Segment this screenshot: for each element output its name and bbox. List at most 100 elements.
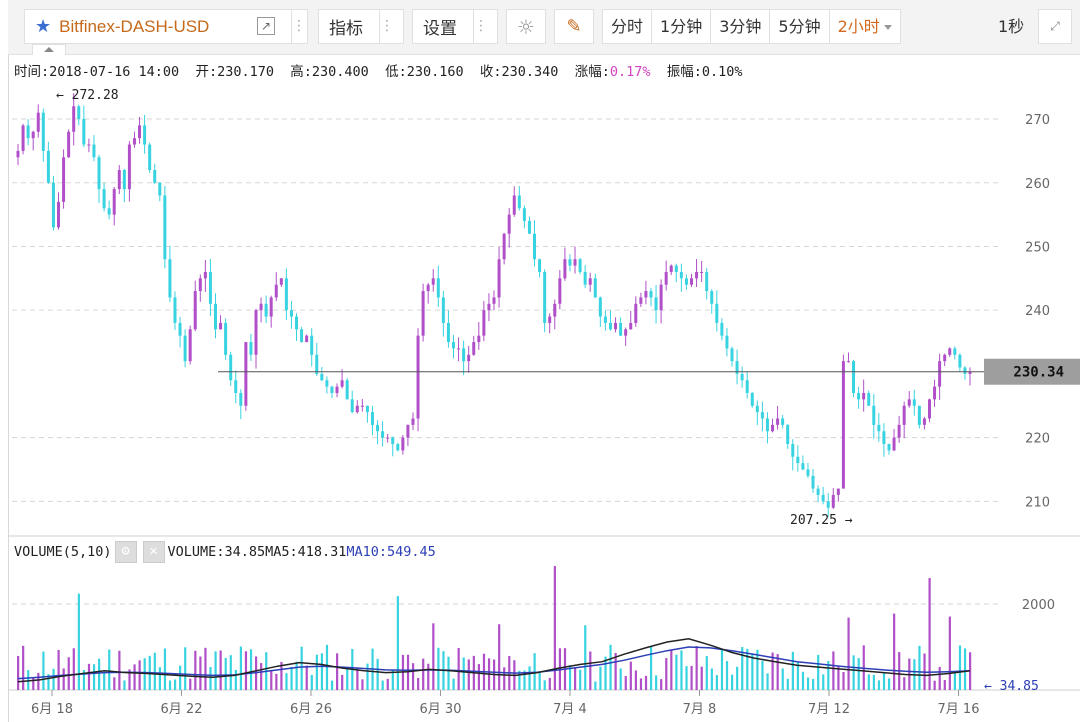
period-dropdown[interactable]: 2小时 xyxy=(830,10,900,43)
period-tab-3min[interactable]: 3分钟 xyxy=(711,10,771,43)
candle-body xyxy=(553,303,557,317)
volume-bar xyxy=(741,647,744,690)
period-tab-1min[interactable]: 1分钟 xyxy=(652,10,712,43)
candle-body xyxy=(401,437,405,451)
time-tick-label: 7月 16 xyxy=(938,702,980,717)
symbol-box[interactable]: ★ Bitfinex-DASH-USD ↗ ⋮ xyxy=(24,9,308,44)
volume-bar xyxy=(948,616,951,690)
volume-bar xyxy=(685,666,688,690)
volume-bar xyxy=(123,680,126,690)
volume-bar xyxy=(756,649,759,690)
volume-bar xyxy=(604,656,607,690)
candle-body xyxy=(852,361,856,394)
price-tick-label: 220 xyxy=(1025,432,1050,447)
volume-bar xyxy=(411,663,415,690)
star-icon[interactable]: ★ xyxy=(35,16,52,37)
volume-bar xyxy=(675,654,678,690)
period-tab-5min[interactable]: 5分钟 xyxy=(770,10,830,43)
candle-body xyxy=(841,361,845,489)
volume-bar xyxy=(599,666,602,690)
candle-body xyxy=(826,501,830,508)
candle-body xyxy=(26,125,30,139)
volume-bar xyxy=(325,644,329,690)
volume-bar xyxy=(746,648,749,690)
settings-button[interactable]: 设置 ⋮ xyxy=(412,9,498,44)
volume-bar xyxy=(422,658,425,690)
candle-body xyxy=(21,125,25,151)
period-tab-realtime[interactable]: 分时 xyxy=(603,10,653,43)
candle-body xyxy=(330,386,334,394)
volume-bar xyxy=(523,670,526,690)
candle-body xyxy=(310,335,314,355)
candle-body xyxy=(659,284,663,311)
candle-body xyxy=(239,393,243,406)
candle-body xyxy=(958,354,962,368)
volume-bar xyxy=(57,649,60,690)
draw-tool-button[interactable]: ✎ xyxy=(554,9,594,44)
volume-bar xyxy=(275,673,278,690)
indicators-button[interactable]: 指标 ⋮ xyxy=(318,9,404,44)
volume-bar xyxy=(867,674,870,690)
candle-body xyxy=(821,494,825,502)
volume-bar xyxy=(42,651,45,690)
volume-bar xyxy=(108,649,111,690)
candle-body xyxy=(289,310,293,317)
candle-body xyxy=(877,424,881,432)
volume-ma5-line xyxy=(17,638,971,683)
ma5-value: 418.31 xyxy=(297,544,347,560)
candle-body xyxy=(573,259,577,266)
candle-body xyxy=(654,297,658,311)
candle-body xyxy=(112,189,116,215)
volume-bar xyxy=(589,651,592,690)
time-tick-label: 7月 12 xyxy=(808,702,850,717)
volume-info-bar: VOLUME(5,10) ⚙ ✕ VOLUME: 34.85 MA5: 418.31 … xyxy=(14,541,436,563)
volume-bar xyxy=(118,650,121,690)
external-link-icon[interactable]: ↗ xyxy=(257,17,275,35)
volume-bar xyxy=(538,671,541,690)
collapse-toolbar-tab[interactable] xyxy=(32,44,66,55)
candle-body xyxy=(512,195,516,215)
time-tick-label: 6月 18 xyxy=(31,702,73,717)
candle-body xyxy=(173,297,177,323)
candle-body xyxy=(350,399,354,413)
ma10-label: MA10: xyxy=(346,544,388,560)
candle-body xyxy=(345,380,349,400)
candle-body xyxy=(563,259,567,279)
candle-body xyxy=(472,342,476,355)
volume-bar xyxy=(432,623,435,690)
pencil-icon: ✎ xyxy=(566,16,582,37)
candle-body xyxy=(406,424,410,438)
candle-body xyxy=(760,412,764,419)
time-value: 2018-07-16 14:00 xyxy=(49,64,180,80)
volume-bar xyxy=(128,669,131,690)
volume-bar xyxy=(92,664,96,690)
volume-bar xyxy=(969,652,972,690)
fullscreen-button[interactable]: ⤢ xyxy=(1038,9,1072,44)
candle-body xyxy=(720,322,724,336)
volume-bar xyxy=(396,596,399,690)
candle-body xyxy=(188,329,192,362)
volume-bar xyxy=(189,678,192,690)
volume-bar xyxy=(437,647,440,690)
volume-bar xyxy=(609,644,612,690)
candle-body xyxy=(203,271,207,279)
volume-bar xyxy=(553,566,556,690)
candle-body xyxy=(107,208,111,215)
refresh-interval[interactable]: 1秒 xyxy=(998,17,1025,36)
volume-bar xyxy=(624,676,627,690)
candle-body xyxy=(219,322,223,330)
candle-body xyxy=(295,316,299,330)
time-label: 时间: xyxy=(14,64,50,80)
theme-toggle-button[interactable]: ☼ xyxy=(506,9,546,44)
period-selector: 分时 1分钟 3分钟 5分钟 2小时 xyxy=(602,9,901,44)
volume-bar xyxy=(260,663,263,690)
gear-icon[interactable]: ⚙ xyxy=(114,541,137,563)
ohlc-info-bar: 时间:2018-07-16 14:00 开:230.170 高:230.400 … xyxy=(14,60,743,80)
candle-body xyxy=(948,348,952,355)
candle-body xyxy=(62,157,66,202)
candle-body xyxy=(548,316,552,323)
candle-body xyxy=(208,271,212,304)
candle-body xyxy=(882,431,886,444)
close-icon[interactable]: ✕ xyxy=(142,541,165,563)
